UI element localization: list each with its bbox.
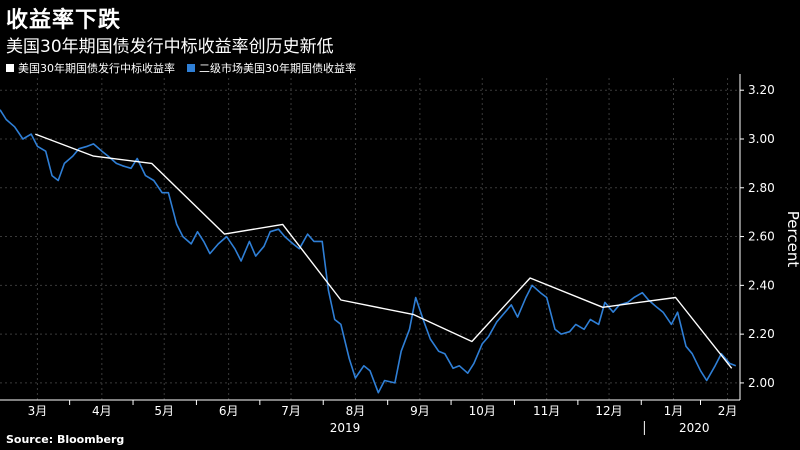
y-axis-label: Percent [784,211,800,268]
legend-item-auction: 美国30年期国债发行中标收益率 [6,60,175,76]
x-tick-label: 8月 [346,404,366,418]
y-tick-label: 3.00 [748,132,775,146]
axes-layer: 2.00 2.20 2.40 2.60 2.80 3.00 3.20 3月 4月 5月 6月 7月 8月… [0,74,800,435]
chart-title: 收益率下跌 [6,8,122,33]
y-tick-label: 3.20 [748,83,775,97]
legend-swatch-auction [6,64,14,72]
series-layer [0,109,737,394]
y-tick-label: 2.40 [748,278,775,292]
legend-label-secondary: 二级市场美国30年期国债收益率 [199,62,356,75]
x-tick-label: 12月 [595,404,622,418]
x-tick-label: 4月 [92,404,112,418]
x-tick-label: 10月 [469,404,496,418]
series-line-auction [35,133,733,369]
legend-label-auction: 美国30年期国债发行中标收益率 [18,62,175,75]
y-tick-label: 2.60 [748,230,775,244]
y-tick-label: 2.00 [748,376,775,390]
year-label: 2019 [330,421,361,435]
x-tick-label: 11月 [533,404,560,418]
series-line-secondary [0,109,737,394]
x-tick-label: 6月 [219,404,239,418]
legend-swatch-secondary [187,64,195,72]
x-tick-label: 3月 [28,404,48,418]
year-label: 2020 [679,421,710,435]
x-tick-label: 1月 [664,404,684,418]
source-note: Source: Bloomberg [6,433,125,446]
y-tick-label: 2.20 [748,327,775,341]
x-tick-label: 5月 [154,404,174,418]
chart-subtitle: 美国30年期国债发行中标收益率创历史新低 [6,37,334,57]
x-tick-label: 2月 [718,404,738,418]
legend: 美国30年期国债发行中标收益率 二级市场美国30年期国债收益率 [6,60,356,76]
legend-item-secondary: 二级市场美国30年期国债收益率 [187,60,356,76]
grid-layer [0,78,740,400]
x-tick-label: 7月 [281,404,301,418]
y-tick-label: 2.80 [748,181,775,195]
x-tick-label: 9月 [410,404,430,418]
